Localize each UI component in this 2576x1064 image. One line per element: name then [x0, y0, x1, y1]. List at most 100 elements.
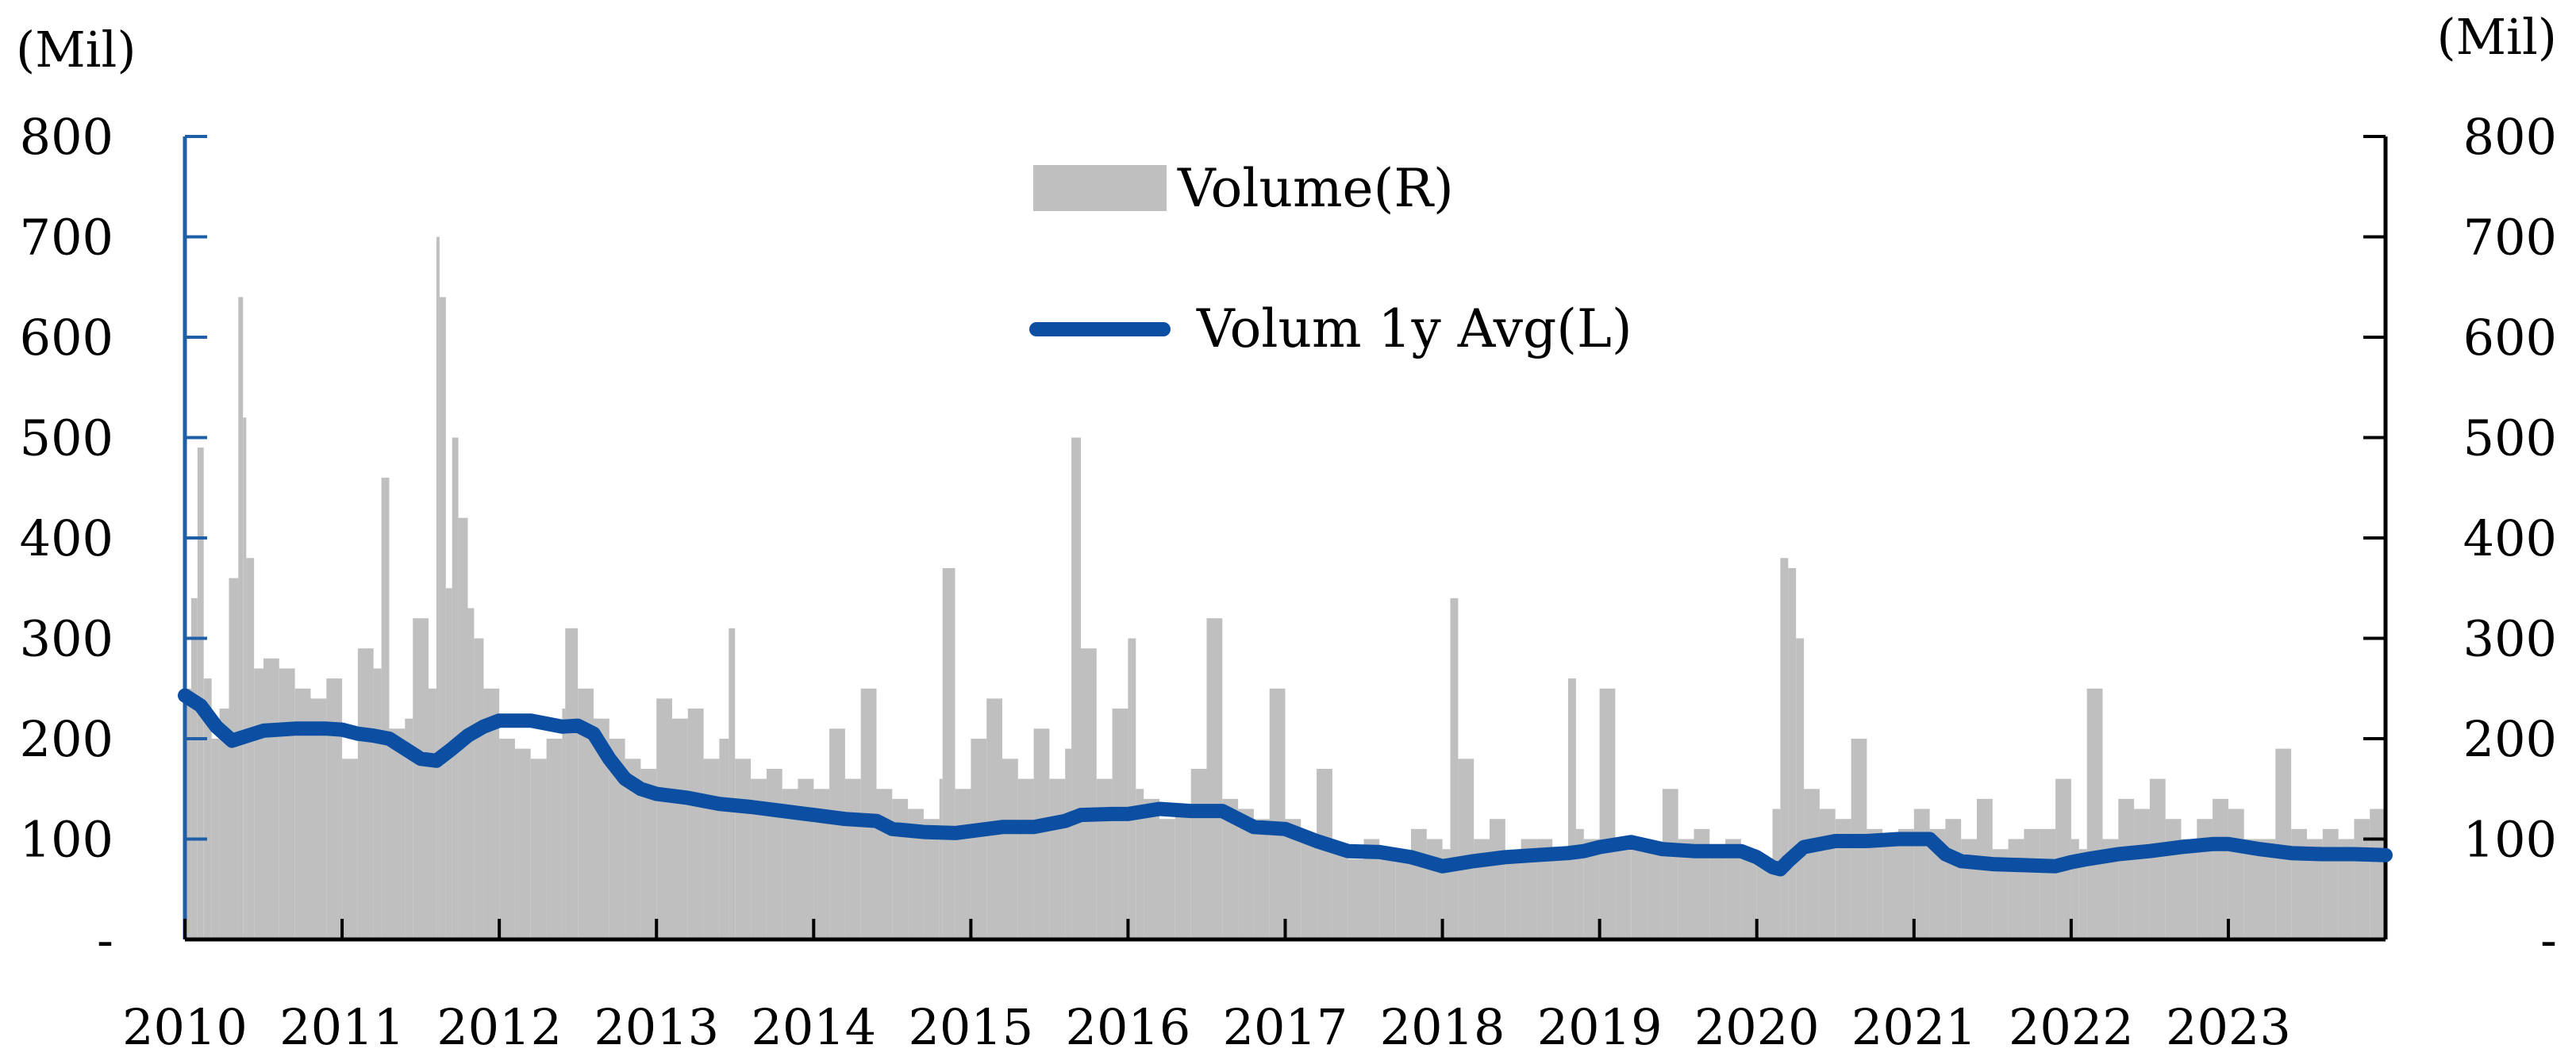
volume-bar [1568, 678, 1576, 939]
volume-bar [2228, 809, 2244, 939]
volume-bar [2078, 849, 2087, 939]
volume-bar [1552, 849, 1568, 939]
volume-bar [2181, 839, 2197, 939]
left-tick-label: 600 [20, 309, 113, 367]
volume-bar [565, 628, 579, 939]
volume-bar [2070, 839, 2079, 939]
volume-bar [2213, 798, 2228, 939]
volume-bar [1898, 828, 1914, 939]
left-tick-label: 200 [20, 710, 113, 768]
volume-bar [798, 778, 814, 939]
right-tick-label: 400 [2463, 509, 2557, 567]
volume-bar [190, 597, 198, 939]
volume-bar [2165, 819, 2182, 939]
volume-bar [942, 568, 955, 939]
volume-bar [971, 739, 987, 939]
volume-bar [279, 668, 295, 939]
volume-bar [735, 759, 752, 939]
left-tick-label: 100 [20, 811, 113, 869]
volume-bar [656, 698, 672, 939]
volume-bar [2259, 839, 2276, 939]
volume-bar [429, 688, 436, 940]
volume-bar [2370, 809, 2384, 939]
volume-bar [1411, 828, 1427, 939]
volume-bar [2149, 778, 2166, 939]
volume-bar [1490, 819, 1505, 939]
volume-bar [2243, 839, 2260, 939]
volume-bar [445, 588, 452, 940]
left-tick-label: 300 [20, 610, 113, 668]
volume-bar [294, 688, 311, 940]
volume-bar [381, 478, 390, 939]
volume-bar [782, 789, 798, 940]
volume-bar [474, 638, 484, 939]
volume-bar [923, 819, 940, 939]
volume-bar [1913, 809, 1930, 939]
volume-bar [562, 709, 566, 939]
volume-bar [2291, 828, 2307, 939]
volume-bar [1301, 839, 1317, 939]
right-tick-label: - [2540, 911, 2557, 969]
volume-bar [908, 809, 924, 939]
volume-bar [751, 778, 767, 939]
volume-bar [1867, 828, 1883, 939]
volume-bar [1804, 789, 1820, 940]
volume-bar [703, 759, 720, 939]
x-tick-label: 2013 [594, 998, 719, 1056]
volume-bar [672, 718, 688, 939]
left-tick-label: 500 [20, 409, 113, 467]
x-axis: 2010 2011 2012 2013 2014 2015 2016 2017 2018 2019… [122, 919, 2386, 1056]
legend-volume-swatch [1033, 165, 1167, 211]
volume-bar [1190, 769, 1207, 939]
volume-bar [439, 297, 446, 939]
volume-bar [986, 698, 1002, 939]
x-tick-label: 2023 [2166, 998, 2291, 1056]
volume-bar [2008, 839, 2024, 939]
volume-bar [1442, 849, 1451, 939]
volume-bar [1253, 819, 1270, 939]
x-tick-label: 2022 [2009, 998, 2134, 1056]
x-tick-label: 2017 [1223, 998, 1348, 1056]
right-tick-label: 800 [2463, 108, 2557, 166]
volume-bar [263, 658, 279, 939]
volume-bar [1647, 849, 1663, 939]
volume-bar [452, 437, 459, 939]
right-axis: - 100 200 300 400 500 600 700 800 [2363, 108, 2557, 969]
volume-bar [373, 668, 382, 939]
volume-bar [326, 678, 343, 939]
volume-bar [1175, 809, 1191, 939]
volume-bar [1458, 759, 1474, 939]
volume-bar [1796, 638, 1805, 939]
volume-bar [254, 668, 264, 939]
volume-bar [1740, 849, 1757, 939]
volume-bar [238, 297, 244, 939]
volume-bar [1992, 849, 2009, 939]
legend-volume-label: Volume(R) [1177, 158, 1454, 219]
volume-bar [1332, 849, 1348, 939]
x-tick-label: 2010 [122, 998, 248, 1056]
volume-bar [687, 709, 704, 939]
volume-bar [1536, 839, 1553, 939]
volume-bar [1222, 798, 1239, 939]
right-tick-label: 300 [2463, 610, 2557, 668]
volume-bar [1071, 437, 1081, 939]
volume-bar [405, 718, 413, 939]
volume-bar [243, 417, 247, 939]
volume-bar [436, 236, 440, 939]
x-tick-label: 2016 [1066, 998, 1191, 1056]
volume-bar [1505, 858, 1521, 939]
volume-bar [2338, 839, 2355, 939]
volume-bar [413, 618, 429, 939]
volume-bar [1285, 819, 1301, 939]
volume-bar [1096, 778, 1113, 939]
volume-bar [1631, 849, 1647, 939]
left-axis: - 100 200 300 400 500 600 700 800 [20, 108, 207, 969]
volume-bar [766, 769, 782, 939]
right-tick-label: 600 [2463, 309, 2557, 367]
volume-bar [813, 789, 830, 940]
volume-bar [1269, 688, 1286, 940]
volume-bar [1081, 648, 1097, 939]
volume-bar [1144, 798, 1159, 939]
volume-bar [546, 739, 563, 939]
